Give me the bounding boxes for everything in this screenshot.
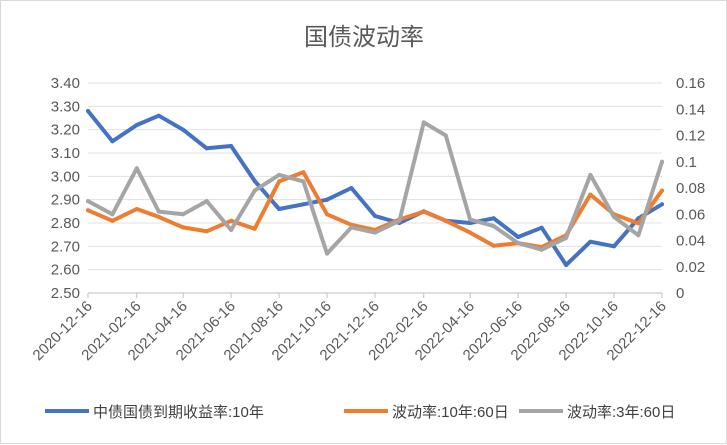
data-point-1 — [110, 139, 115, 144]
data-point-1 — [612, 244, 616, 249]
chart-title: 国债波动率 — [304, 24, 424, 51]
data-point-3 — [349, 225, 354, 230]
left-tick-label: 2.50 — [51, 285, 80, 302]
data-point-1 — [134, 123, 139, 127]
data-point-2 — [491, 243, 496, 248]
data-point-1 — [516, 235, 521, 239]
left-tick-label: 2.90 — [51, 192, 80, 209]
data-point-2 — [443, 218, 448, 223]
data-point-3 — [588, 172, 593, 177]
left-tick-label: 3.10 — [51, 145, 80, 162]
data-point-3 — [156, 209, 161, 214]
left-tick-label: 2.70 — [51, 238, 80, 255]
data-point-2 — [181, 225, 186, 230]
right-tick-label: 0.06 — [676, 206, 705, 223]
data-point-2 — [468, 230, 473, 235]
data-point-3 — [110, 212, 115, 217]
left-tick-label: 2.80 — [51, 215, 80, 232]
data-point-3 — [443, 133, 448, 138]
data-point-2 — [325, 212, 329, 217]
right-tick-label: 0.08 — [676, 180, 705, 197]
data-point-2 — [204, 229, 209, 234]
data-point-1 — [468, 221, 473, 225]
data-point-2 — [110, 218, 115, 223]
right-tick-label: 0.02 — [676, 259, 705, 276]
legend: 中债国债到期收益率:10年 波动率:10年:60日 波动率:3年:60日 — [45, 404, 675, 421]
data-point-3 — [181, 212, 186, 217]
left-tick-label: 2.60 — [51, 262, 80, 279]
data-point-1 — [660, 202, 664, 207]
legend-label-2: 波动率:10年:60日 — [392, 404, 509, 421]
data-point-2 — [277, 179, 282, 184]
data-point-3 — [134, 166, 139, 171]
right-tick-label: 0.04 — [676, 233, 705, 250]
series-lines — [86, 109, 664, 267]
data-point-3 — [325, 251, 329, 256]
data-point-1 — [325, 197, 329, 202]
data-point-3 — [564, 235, 569, 240]
data-point-2 — [421, 209, 426, 214]
data-point-3 — [86, 199, 90, 204]
data-point-1 — [588, 239, 593, 244]
data-point-1 — [252, 179, 257, 183]
data-point-3 — [397, 218, 402, 223]
right-tick-label: 0 — [676, 285, 684, 302]
data-point-3 — [229, 228, 234, 232]
data-point-2 — [301, 170, 306, 175]
right-axis-ticks: 0 0.02 0.04 0.06 0.08 0.1 0.12 0.14 0.16 — [676, 75, 705, 302]
data-point-2 — [134, 207, 139, 211]
series-line-1 — [86, 109, 664, 267]
data-point-1 — [539, 225, 544, 230]
right-tick-label: 0.14 — [676, 101, 705, 118]
data-point-3 — [373, 230, 377, 235]
data-point-3 — [660, 159, 664, 164]
left-axis-ticks: 2.50 2.60 2.70 2.80 2.90 3.00 3.10 3.20 3.30 3.40 — [51, 75, 80, 302]
data-point-2 — [156, 214, 161, 219]
data-point-3 — [301, 179, 306, 184]
data-point-2 — [636, 221, 641, 226]
data-point-1 — [229, 144, 234, 148]
legend-label-3: 波动率:3年:60日 — [567, 404, 675, 421]
data-point-3 — [468, 217, 473, 222]
data-point-3 — [204, 199, 209, 204]
data-point-3 — [491, 224, 496, 229]
legend-label-1: 中债国债到期收益率:10年 — [93, 404, 264, 421]
data-point-1 — [277, 207, 282, 211]
left-tick-label: 3.20 — [51, 122, 80, 139]
data-point-3 — [277, 172, 282, 177]
data-point-2 — [588, 192, 593, 197]
data-point-1 — [156, 113, 161, 118]
left-tick-label: 3.40 — [51, 75, 80, 92]
data-point-1 — [373, 214, 377, 218]
right-tick-label: 0.12 — [676, 128, 705, 145]
data-point-3 — [636, 233, 641, 238]
data-point-1 — [86, 109, 90, 113]
data-point-2 — [660, 188, 664, 193]
data-point-1 — [564, 263, 569, 267]
data-point-1 — [204, 146, 209, 151]
data-point-1 — [491, 216, 496, 221]
data-point-1 — [349, 186, 354, 190]
right-tick-label: 0.16 — [676, 75, 705, 92]
data-point-1 — [181, 127, 186, 132]
data-point-3 — [421, 120, 426, 125]
data-point-2 — [86, 208, 90, 213]
gridlines — [88, 82, 662, 294]
data-point-3 — [516, 241, 521, 246]
right-tick-label: 0.1 — [676, 154, 697, 171]
left-tick-label: 3.00 — [51, 168, 80, 185]
x-axis-ticks: 2020-12-162021-02-162021-04-162021-06-16… — [30, 292, 670, 364]
data-point-3 — [539, 247, 544, 252]
left-tick-label: 3.30 — [51, 98, 80, 115]
data-point-2 — [229, 218, 234, 223]
data-point-3 — [252, 188, 257, 193]
data-point-1 — [301, 202, 306, 207]
data-point-2 — [252, 226, 257, 231]
data-point-3 — [612, 214, 616, 219]
